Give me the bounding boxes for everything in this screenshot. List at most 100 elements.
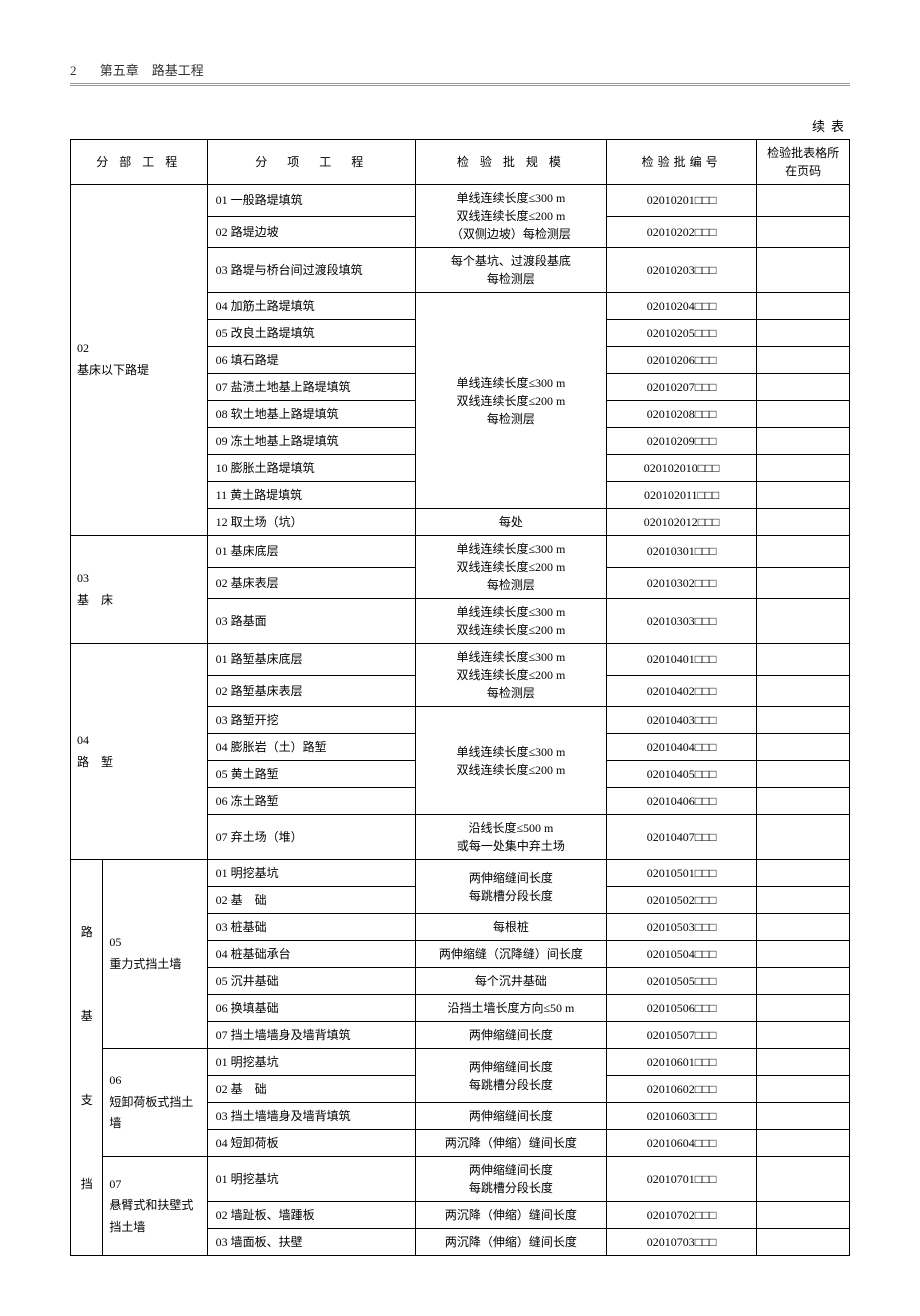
item-cell: 06 填石路堤 bbox=[207, 347, 415, 374]
col-header-item: 分 项 工 程 bbox=[207, 140, 415, 185]
section-label: 03 基 床 bbox=[71, 536, 208, 644]
code-cell: 02010201□□□ bbox=[606, 185, 756, 217]
item-cell: 01 基床底层 bbox=[207, 536, 415, 568]
page-cell bbox=[757, 185, 850, 217]
item-cell: 01 明挖基坑 bbox=[207, 1049, 415, 1076]
item-cell: 03 路堑开挖 bbox=[207, 707, 415, 734]
code-cell: 02010506□□□ bbox=[606, 995, 756, 1022]
scale-cell: 两沉降（伸缩）缝间长度 bbox=[415, 1229, 606, 1256]
col-header-section: 分 部 工 程 bbox=[71, 140, 208, 185]
page-cell bbox=[757, 216, 850, 248]
code-cell: 02010302□□□ bbox=[606, 567, 756, 599]
code-cell: 02010601□□□ bbox=[606, 1049, 756, 1076]
page-cell bbox=[757, 1103, 850, 1130]
page-cell bbox=[757, 734, 850, 761]
page-cell bbox=[757, 455, 850, 482]
page-cell bbox=[757, 815, 850, 860]
code-cell: 02010205□□□ bbox=[606, 320, 756, 347]
page-cell bbox=[757, 1049, 850, 1076]
scale-cell: 两沉降（伸缩）缝间长度 bbox=[415, 1130, 606, 1157]
section-label: 06 短卸荷板式挡土墙 bbox=[103, 1049, 207, 1157]
section-label: 05 重力式挡土墙 bbox=[103, 860, 207, 1049]
item-cell: 03 桩基础 bbox=[207, 914, 415, 941]
scale-cell: 沿线长度≤500 m 或每一处集中弃土场 bbox=[415, 815, 606, 860]
code-cell: 02010701□□□ bbox=[606, 1157, 756, 1202]
page-cell bbox=[757, 599, 850, 644]
page-cell bbox=[757, 536, 850, 568]
code-cell: 02010208□□□ bbox=[606, 401, 756, 428]
page-cell bbox=[757, 860, 850, 887]
item-cell: 05 改良土路堤填筑 bbox=[207, 320, 415, 347]
item-cell: 06 换填基础 bbox=[207, 995, 415, 1022]
page-cell bbox=[757, 401, 850, 428]
code-cell: 02010604□□□ bbox=[606, 1130, 756, 1157]
code-cell: 020102010□□□ bbox=[606, 455, 756, 482]
page-cell bbox=[757, 761, 850, 788]
section-label: 02 基床以下路堤 bbox=[71, 185, 208, 536]
code-cell: 02010703□□□ bbox=[606, 1229, 756, 1256]
item-cell: 11 黄土路堤填筑 bbox=[207, 482, 415, 509]
code-cell: 02010603□□□ bbox=[606, 1103, 756, 1130]
table-row: 02 基床以下路堤 01 一般路堤填筑 单线连续长度≤300 m 双线连续长度≤… bbox=[71, 185, 850, 217]
page-cell bbox=[757, 509, 850, 536]
item-cell: 02 基床表层 bbox=[207, 567, 415, 599]
code-cell: 02010406□□□ bbox=[606, 788, 756, 815]
scale-cell: 每个沉井基础 bbox=[415, 968, 606, 995]
item-cell: 03 路堤与桥台间过渡段填筑 bbox=[207, 248, 415, 293]
scale-cell: 两伸缩缝间长度 每跳槽分段长度 bbox=[415, 1049, 606, 1103]
page-header: 2 第五章 路基工程 bbox=[70, 60, 850, 86]
code-cell: 02010204□□□ bbox=[606, 293, 756, 320]
page-cell bbox=[757, 675, 850, 707]
code-cell: 02010407□□□ bbox=[606, 815, 756, 860]
item-cell: 04 桩基础承台 bbox=[207, 941, 415, 968]
scale-cell: 单线连续长度≤300 m 双线连续长度≤200 m （双侧边坡）每检测层 bbox=[415, 185, 606, 248]
scale-cell: 两伸缩缝间长度 每跳槽分段长度 bbox=[415, 860, 606, 914]
scale-cell: 单线连续长度≤300 m 双线连续长度≤200 m 每检测层 bbox=[415, 644, 606, 707]
col-header-page: 检验批表格所在页码 bbox=[757, 140, 850, 185]
code-cell: 02010501□□□ bbox=[606, 860, 756, 887]
vertical-section-label: 路 基 支 挡 bbox=[71, 860, 103, 1256]
page-cell bbox=[757, 887, 850, 914]
code-cell: 02010209□□□ bbox=[606, 428, 756, 455]
scale-cell: 每处 bbox=[415, 509, 606, 536]
table-row: 04 路 堑 01 路堑基床底层 单线连续长度≤300 m 双线连续长度≤200… bbox=[71, 644, 850, 676]
code-cell: 02010403□□□ bbox=[606, 707, 756, 734]
code-cell: 02010502□□□ bbox=[606, 887, 756, 914]
page-cell bbox=[757, 914, 850, 941]
page-cell bbox=[757, 941, 850, 968]
page-cell bbox=[757, 482, 850, 509]
code-cell: 02010303□□□ bbox=[606, 599, 756, 644]
code-cell: 02010301□□□ bbox=[606, 536, 756, 568]
page-cell bbox=[757, 248, 850, 293]
code-cell: 02010401□□□ bbox=[606, 644, 756, 676]
code-cell: 020102012□□□ bbox=[606, 509, 756, 536]
table-row: 03 基 床 01 基床底层 单线连续长度≤300 m 双线连续长度≤200 m… bbox=[71, 536, 850, 568]
page-cell bbox=[757, 428, 850, 455]
table-header-row: 分 部 工 程 分 项 工 程 检 验 批 规 模 检验批编号 检验批表格所在页… bbox=[71, 140, 850, 185]
scale-cell: 两伸缩缝间长度 bbox=[415, 1022, 606, 1049]
page-cell bbox=[757, 567, 850, 599]
chapter-title: 第五章 路基工程 bbox=[100, 63, 204, 78]
code-cell: 02010404□□□ bbox=[606, 734, 756, 761]
item-cell: 04 短卸荷板 bbox=[207, 1130, 415, 1157]
item-cell: 04 加筋土路堤填筑 bbox=[207, 293, 415, 320]
code-cell: 02010206□□□ bbox=[606, 347, 756, 374]
item-cell: 02 墙趾板、墙踵板 bbox=[207, 1202, 415, 1229]
item-cell: 01 一般路堤填筑 bbox=[207, 185, 415, 217]
code-cell: 02010405□□□ bbox=[606, 761, 756, 788]
code-cell: 02010207□□□ bbox=[606, 374, 756, 401]
page-cell bbox=[757, 1202, 850, 1229]
item-cell: 01 路堑基床底层 bbox=[207, 644, 415, 676]
scale-cell: 每根桩 bbox=[415, 914, 606, 941]
item-cell: 10 膨胀土路堤填筑 bbox=[207, 455, 415, 482]
scale-cell: 两伸缩缝间长度 每跳槽分段长度 bbox=[415, 1157, 606, 1202]
item-cell: 04 膨胀岩（土）路堑 bbox=[207, 734, 415, 761]
item-cell: 02 基 础 bbox=[207, 1076, 415, 1103]
item-cell: 03 挡土墙墙身及墙背填筑 bbox=[207, 1103, 415, 1130]
page-cell bbox=[757, 995, 850, 1022]
page-cell bbox=[757, 1130, 850, 1157]
page-cell bbox=[757, 707, 850, 734]
page-number: 2 bbox=[70, 63, 77, 79]
col-header-scale: 检 验 批 规 模 bbox=[415, 140, 606, 185]
item-cell: 05 沉井基础 bbox=[207, 968, 415, 995]
